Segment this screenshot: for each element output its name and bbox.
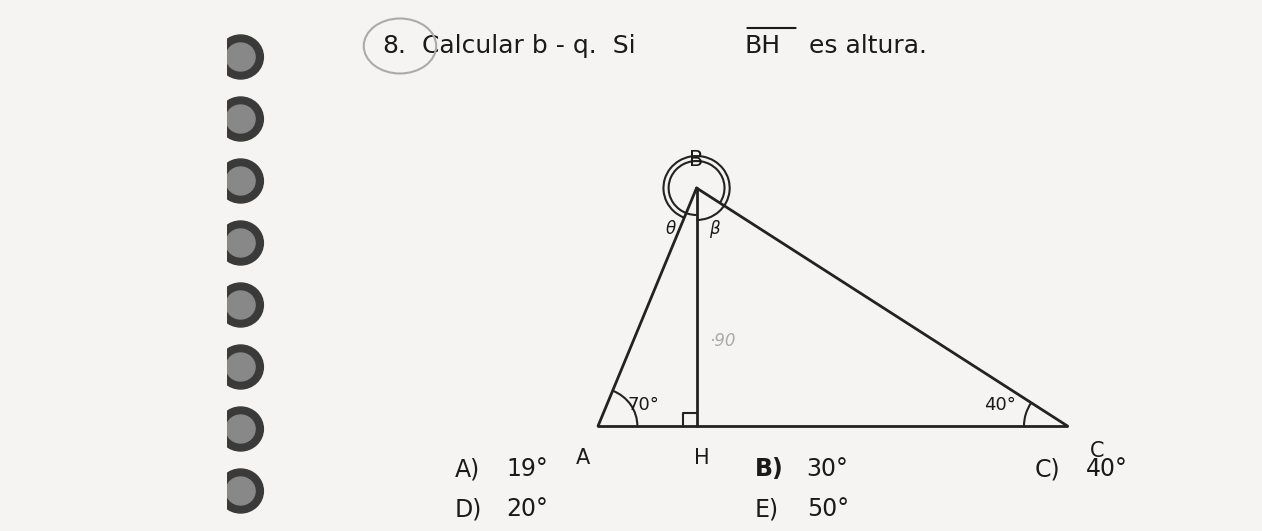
Circle shape — [226, 167, 255, 195]
Circle shape — [226, 105, 255, 133]
Text: C: C — [1090, 441, 1104, 461]
Text: A): A) — [454, 457, 480, 481]
Circle shape — [226, 353, 255, 381]
Circle shape — [226, 477, 255, 505]
Circle shape — [218, 283, 264, 327]
Text: 30°: 30° — [806, 457, 848, 481]
Text: 20°: 20° — [506, 497, 549, 521]
Text: es altura.: es altura. — [801, 34, 928, 58]
Text: 8.: 8. — [382, 34, 406, 58]
Text: ·90: ·90 — [709, 332, 736, 350]
Text: B: B — [689, 150, 704, 170]
Circle shape — [218, 407, 264, 451]
Text: BH: BH — [745, 34, 781, 58]
Text: 70°: 70° — [627, 396, 659, 414]
Text: 50°: 50° — [806, 497, 849, 521]
Text: A: A — [575, 448, 589, 468]
Circle shape — [226, 229, 255, 257]
Text: β: β — [709, 220, 719, 238]
Text: θ: θ — [665, 220, 675, 238]
Text: 40°: 40° — [1087, 457, 1128, 481]
Circle shape — [218, 345, 264, 389]
Text: Calcular b - q.  Si: Calcular b - q. Si — [422, 34, 635, 58]
Circle shape — [218, 221, 264, 265]
Circle shape — [218, 159, 264, 203]
Text: B): B) — [755, 457, 784, 481]
Circle shape — [226, 291, 255, 319]
Circle shape — [218, 97, 264, 141]
Circle shape — [218, 469, 264, 513]
Circle shape — [226, 43, 255, 71]
Text: C): C) — [1035, 457, 1060, 481]
Text: H: H — [694, 448, 709, 468]
Text: 19°: 19° — [506, 457, 548, 481]
Circle shape — [226, 415, 255, 443]
Circle shape — [218, 35, 264, 79]
Text: D): D) — [454, 497, 482, 521]
Text: E): E) — [755, 497, 779, 521]
Text: 40°: 40° — [984, 396, 1016, 414]
